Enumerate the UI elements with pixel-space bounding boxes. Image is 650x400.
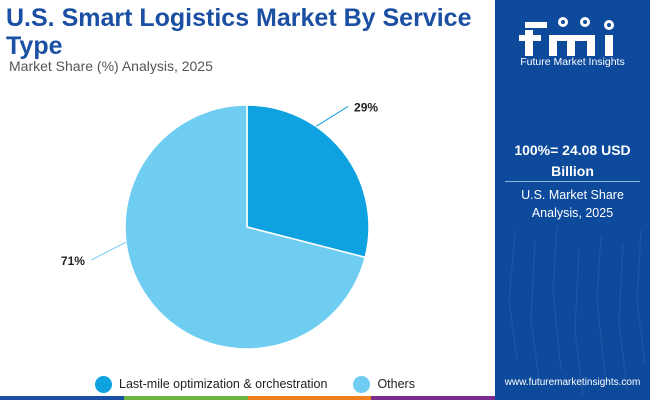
bottom-bar-segment xyxy=(371,396,495,400)
legend-item-others: Others xyxy=(353,375,415,393)
data-label-others: 71% xyxy=(61,254,85,268)
brand-name: Future Market Insights xyxy=(520,56,625,68)
bottom-color-bar xyxy=(0,396,495,400)
bottom-bar-segment xyxy=(0,396,124,400)
chart-legend: Last-mile optimization & orchestration O… xyxy=(95,374,441,394)
side-panel: Future Market Insights 100%= 24.08 USD B… xyxy=(495,0,650,400)
legend-swatch-last-mile xyxy=(95,375,112,393)
bottom-bar-segment xyxy=(247,396,372,400)
website-url: www.futuremarketinsights.com xyxy=(504,377,641,388)
chart-subtitle: Market Share (%) Analysis, 2025 xyxy=(9,58,213,74)
legend-item-last-mile: Last-mile optimization & orchestration xyxy=(95,375,328,393)
market-total: 100%= 24.08 USD Billion xyxy=(514,142,631,179)
pie-chart: 29% 71% xyxy=(61,100,378,350)
fmi-logo xyxy=(519,17,614,56)
data-label-last-mile: 29% xyxy=(354,100,378,114)
leader-line-others xyxy=(90,241,127,261)
legend-swatch-others xyxy=(353,375,371,393)
panel-divider xyxy=(505,181,640,182)
pie-slice-others xyxy=(124,104,367,350)
background-lines-decoration xyxy=(508,224,646,396)
chart-title: U.S. Smart Logistics Market By Service T… xyxy=(6,4,472,60)
market-share-note: U.S. Market Share Analysis, 2025 xyxy=(521,188,624,220)
pie-slice-last-mile xyxy=(246,104,370,259)
leader-line-last-mile xyxy=(315,105,349,127)
legend-label-others: Others xyxy=(377,377,415,391)
bottom-bar-segment xyxy=(123,396,248,400)
legend-label-last-mile: Last-mile optimization & orchestration xyxy=(119,377,328,391)
